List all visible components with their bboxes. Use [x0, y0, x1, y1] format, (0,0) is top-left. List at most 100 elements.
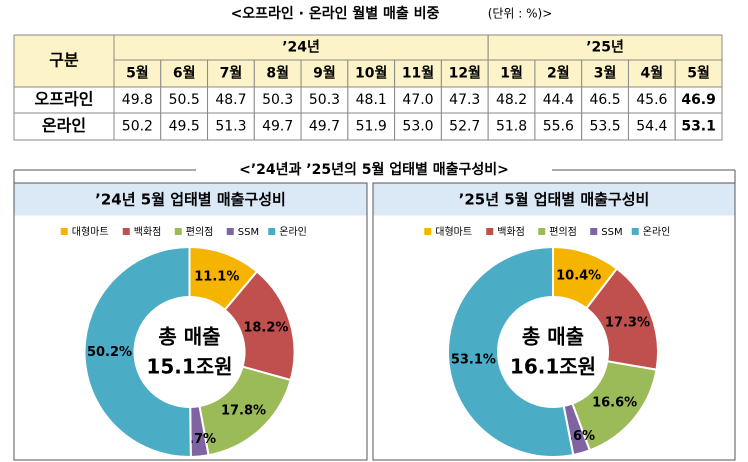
data-cell: [300, 112, 349, 141]
cell-value: 44.4: [543, 92, 574, 108]
corner-cell: [13, 34, 115, 88]
row-header-cell: [13, 112, 115, 141]
center-text: 15.1조원: [146, 355, 232, 379]
legend-swatch: [268, 228, 276, 235]
cell-value: 50.5: [169, 92, 200, 108]
legend-label: 백화점: [134, 226, 162, 238]
row-label: 온라인: [42, 116, 86, 135]
cell-value: 52.7: [449, 119, 480, 135]
data-cell: [300, 86, 349, 114]
chart-title: ’24년 5월 업태별 매출구성비: [95, 191, 286, 209]
month-cell: [581, 59, 629, 88]
cell-value: 55.6: [543, 119, 574, 135]
cell-value: 45.6: [636, 92, 667, 108]
month-label: 1월: [500, 65, 523, 82]
legend-swatch: [174, 228, 182, 235]
data-cell: [394, 86, 442, 114]
pie-slice: [83, 245, 192, 458]
month-label: 2월: [547, 65, 570, 82]
legend-label: 편의점: [186, 226, 214, 238]
legend-swatch: [538, 228, 546, 235]
legend-label: SSM: [238, 227, 259, 238]
month-cell: [440, 59, 489, 88]
data-cell: [581, 86, 629, 114]
month-label: 5월: [687, 65, 710, 82]
page-title: <오프라인 · 온라인 월별 매출 비중: [231, 5, 440, 22]
data-cell: [160, 86, 209, 114]
cell-value: 53.1: [681, 119, 716, 135]
group-cell: [487, 34, 723, 61]
month-label: 10월: [355, 65, 387, 82]
panel-header: [14, 183, 367, 216]
legend-label: 대형마트: [435, 226, 472, 238]
cell-value: 51.8: [496, 119, 527, 135]
group-label: ’25년: [586, 40, 624, 56]
data-cell: [581, 112, 629, 141]
cell-value: 49.8: [122, 92, 153, 108]
data-cell: [534, 86, 583, 114]
month-cell: [113, 59, 162, 88]
month-label: 4월: [641, 65, 664, 82]
slice-label: 16.6%: [592, 395, 637, 410]
slice-label: 53.1%: [451, 352, 496, 367]
data-cell: [627, 112, 676, 141]
cell-value: 47.3: [449, 92, 480, 108]
data-cell: [394, 112, 442, 141]
month-label: 9월: [313, 65, 336, 82]
unit-note: (단위 : %)>: [488, 7, 553, 21]
cell-value: 47.0: [402, 92, 433, 108]
legend-swatch: [486, 228, 494, 235]
month-label: 7월: [220, 65, 243, 82]
cell-value: 54.4: [636, 119, 667, 135]
legend-label: 대형마트: [72, 226, 109, 238]
legend-swatch: [590, 228, 598, 235]
data-cell: [113, 86, 162, 114]
cell-value: 50.2: [122, 119, 153, 135]
legend-swatch: [424, 228, 432, 235]
legend-label: SSM: [601, 227, 622, 238]
cell-value: 51.9: [356, 119, 387, 135]
chart-title: ’25년 5월 업태별 매출구성비: [459, 191, 650, 209]
cell-value: 51.3: [215, 119, 246, 135]
legend-label: 온라인: [643, 226, 671, 238]
month-cell: [674, 59, 723, 88]
legend-swatch: [60, 228, 68, 235]
cell-value: 48.2: [496, 92, 527, 108]
legend-swatch: [122, 228, 130, 235]
panel-header: [373, 183, 735, 216]
data-cell: [253, 112, 302, 141]
data-cell: [347, 112, 396, 141]
month-label: 3월: [594, 65, 617, 82]
month-cell: [253, 59, 302, 88]
cell-value: 53.5: [589, 119, 620, 135]
slice-label: 17.8%: [221, 404, 266, 419]
month-label: 6월: [173, 65, 196, 82]
slice-label: 11.1%: [194, 269, 239, 284]
data-cell: [674, 112, 723, 141]
cell-value: 46.9: [681, 92, 716, 108]
cell-value: 50.3: [309, 92, 340, 108]
month-label: 11월: [402, 65, 434, 82]
row-label: 오프라인: [35, 90, 94, 109]
legend-label: 온라인: [279, 226, 307, 238]
legend-swatch: [226, 228, 234, 235]
cell-value: 49.7: [309, 119, 340, 135]
center-text: 총 매출: [522, 325, 584, 349]
slice-label: 50.2%: [87, 345, 132, 360]
month-label: 5월: [126, 65, 149, 82]
cell-value: 49.7: [262, 119, 293, 135]
pie-slice: [447, 245, 575, 458]
data-cell: [534, 112, 583, 141]
cell-value: 48.1: [356, 92, 387, 108]
cell-value: 48.7: [215, 92, 246, 108]
section-title: <’24년과 ’25년의 5월 업태별 매출구성비>: [239, 161, 509, 178]
data-cell: [487, 86, 536, 114]
group-label: ’24년: [282, 40, 320, 56]
month-cell: [487, 59, 536, 88]
center-text: 총 매출: [158, 325, 220, 349]
cell-value: 46.5: [589, 92, 620, 108]
month-label: 8월: [266, 65, 289, 82]
data-cell: [440, 86, 489, 114]
slice-label: 17.3%: [605, 315, 650, 330]
